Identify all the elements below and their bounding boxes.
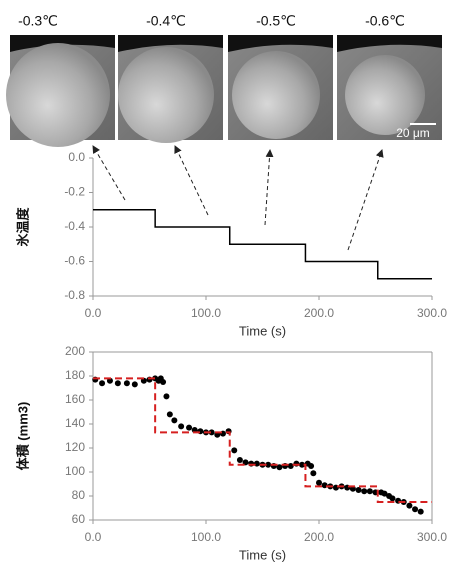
point: [366, 488, 373, 495]
y-tick-label: 0.0: [68, 150, 85, 164]
x-axis-title: Time (s): [239, 547, 286, 562]
point: [231, 447, 238, 454]
point: [417, 508, 424, 515]
micrograph: [337, 35, 442, 140]
x-tick-label: 100.0: [191, 530, 221, 544]
point: [186, 424, 193, 431]
y-tick-label: 60: [72, 512, 86, 526]
point: [131, 381, 138, 388]
image-label: -0.5℃: [256, 13, 296, 29]
scale-bar-label: 20 μm: [396, 126, 430, 140]
image-label: -0.6℃: [365, 13, 405, 29]
x-tick-label: 100.0: [191, 306, 221, 320]
y-tick-label: -0.6: [64, 254, 85, 268]
point: [208, 429, 215, 436]
x-tick-label: 0.0: [85, 306, 102, 320]
y-axis-title: 氷温度: [15, 207, 30, 247]
point: [299, 461, 306, 468]
point: [316, 479, 322, 486]
point: [99, 380, 106, 387]
line: [93, 377, 432, 503]
point: [381, 490, 388, 497]
y-tick-label: 80: [72, 488, 86, 502]
y-tick-label: 200: [65, 344, 85, 358]
point: [406, 502, 413, 509]
y-tick-label: -0.8: [64, 288, 85, 302]
point: [310, 470, 317, 477]
point: [355, 487, 362, 493]
micrographs: -0.3℃ -0.4℃ -0.5℃ -0.6℃ 20 μm: [6, 13, 442, 147]
x-tick-label: 200.0: [304, 530, 334, 544]
x-tick-label: 300.0: [417, 306, 447, 320]
y-tick-label: 160: [65, 392, 85, 406]
point: [265, 461, 272, 468]
micrograph: [118, 35, 223, 143]
y-tick-label: -0.2: [64, 185, 85, 199]
y-tick-label: 140: [65, 416, 85, 430]
point: [287, 463, 294, 469]
x-tick-label: 300.0: [417, 530, 447, 544]
point: [361, 488, 368, 495]
point: [163, 393, 170, 400]
micrograph: [228, 35, 333, 140]
x-tick-label: 0.0: [85, 530, 102, 544]
y-tick-label: 100: [65, 464, 85, 478]
point: [114, 380, 121, 387]
arrows: [92, 145, 384, 251]
point: [171, 417, 178, 424]
point: [166, 411, 173, 418]
y-axis-title: 体積 (mm3): [15, 402, 30, 471]
point: [389, 495, 396, 502]
point: [123, 380, 130, 387]
point: [276, 464, 283, 471]
point: [412, 506, 419, 513]
x-axis-title: Time (s): [239, 323, 286, 338]
point: [178, 423, 185, 430]
y-tick-label: 120: [65, 440, 85, 454]
image-label: -0.3℃: [18, 13, 58, 29]
x-tick-label: 200.0: [304, 306, 334, 320]
micrograph: [6, 35, 115, 147]
point: [236, 457, 243, 463]
point: [160, 379, 167, 385]
y-tick-label: 180: [65, 368, 85, 382]
point: [308, 463, 315, 469]
line: [93, 209, 432, 280]
y-tick-label: -0.4: [64, 219, 85, 233]
image-label: -0.4℃: [146, 13, 186, 29]
